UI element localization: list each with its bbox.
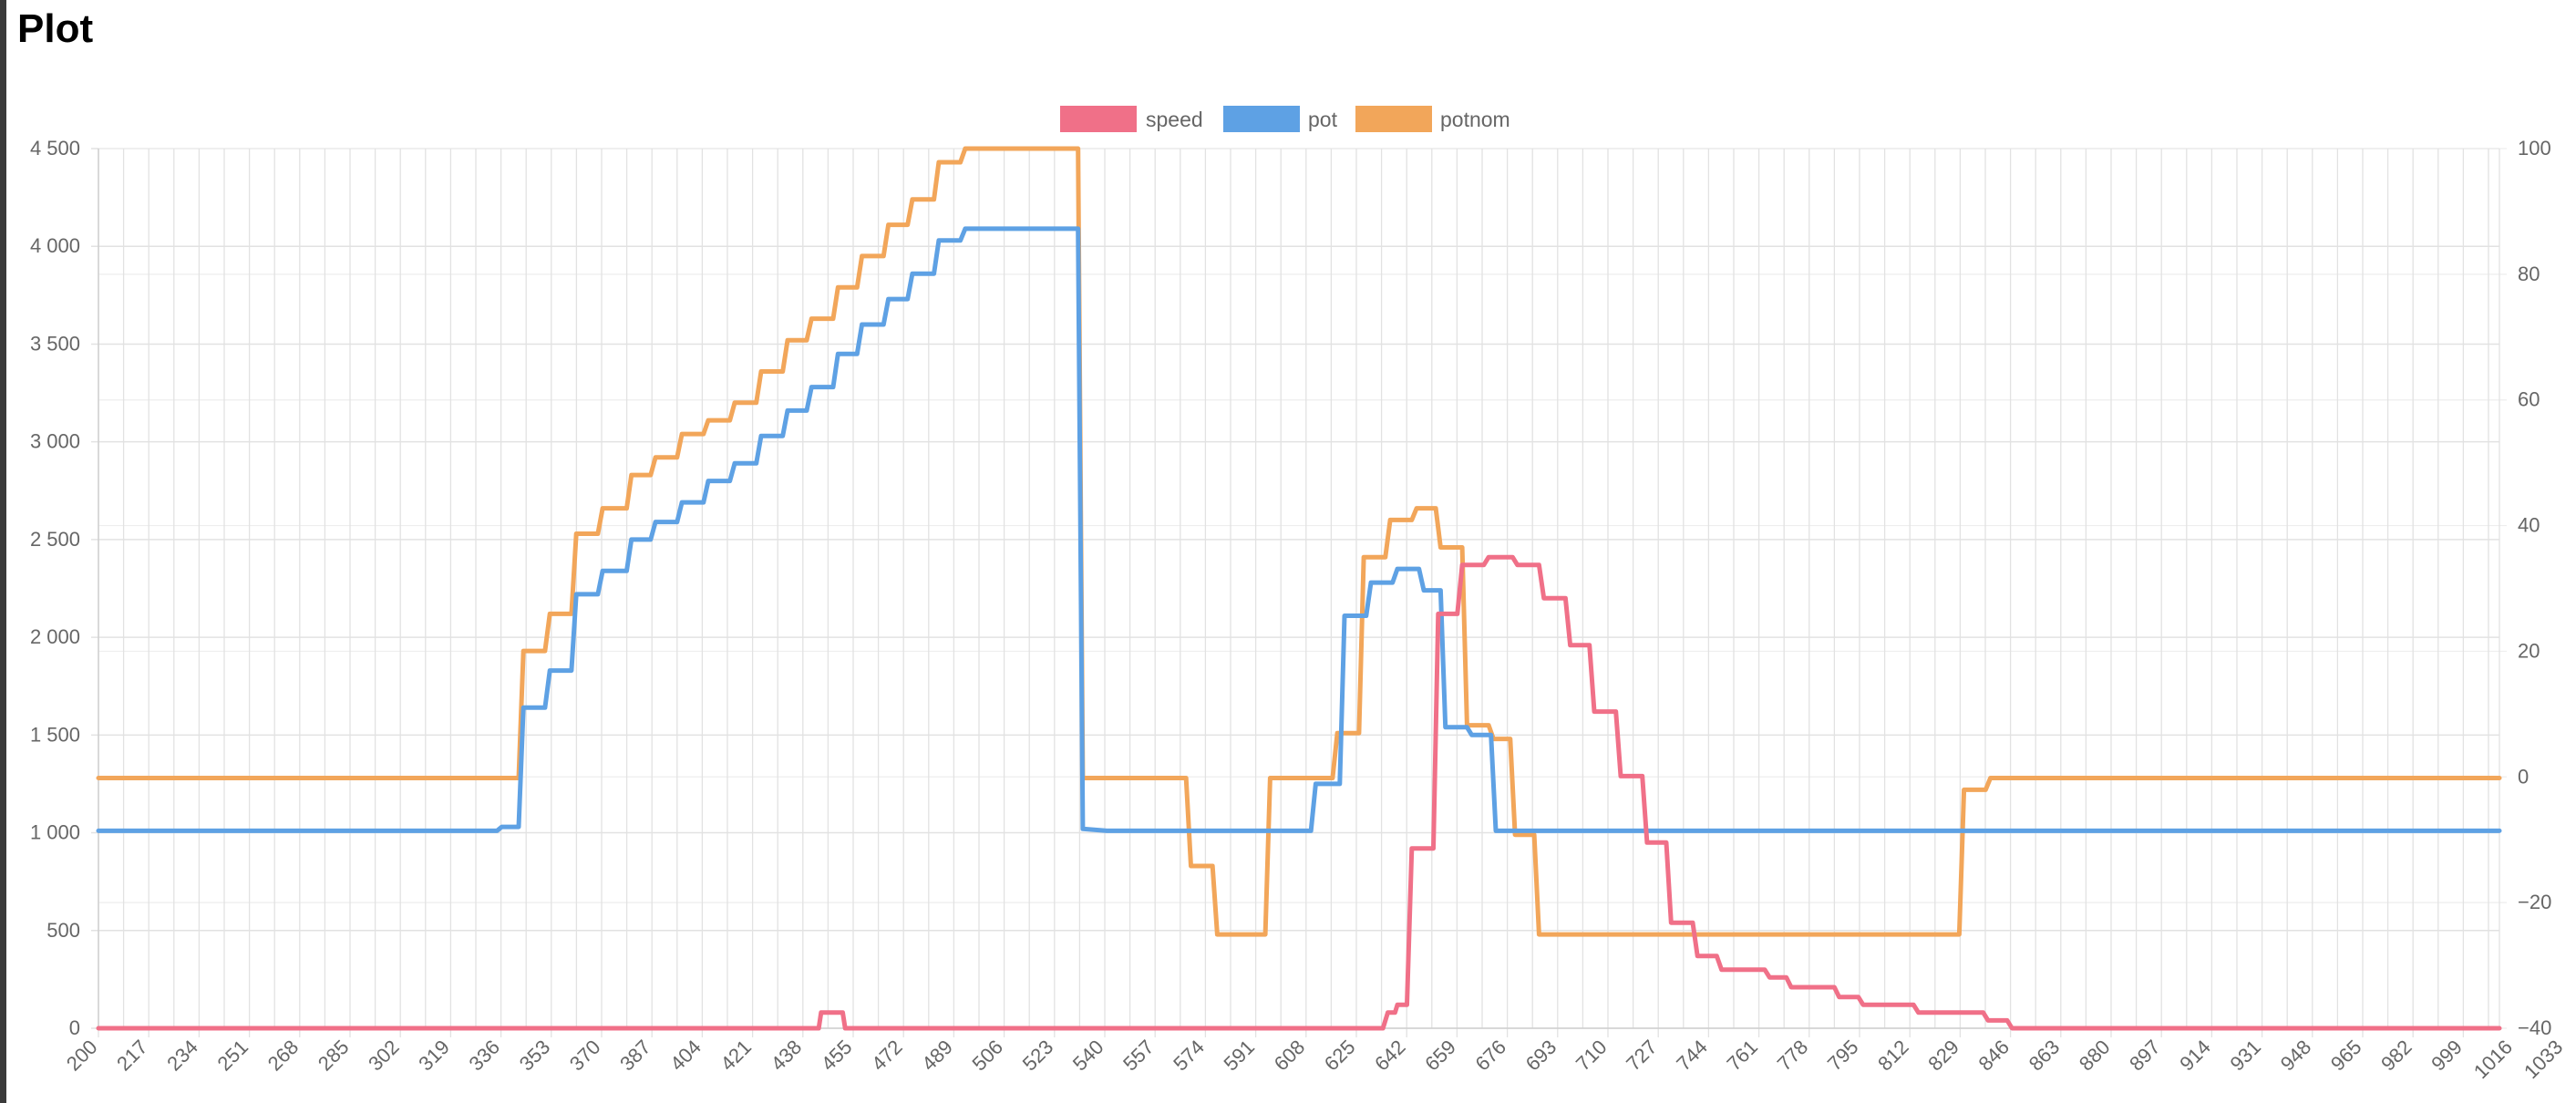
x-tick-label: 370 (565, 1036, 605, 1076)
series-line-speed (96, 554, 2502, 1031)
x-tick-label: 489 (917, 1036, 957, 1076)
chart-series (96, 146, 2502, 1031)
x-tick-label: 914 (2175, 1036, 2215, 1076)
x-tick-label: 676 (1470, 1036, 1510, 1076)
legend-label: potnom (1440, 108, 1510, 131)
x-tick-label: 319 (414, 1036, 454, 1076)
x-tick-label: 897 (2125, 1036, 2165, 1076)
x-tick-label: 353 (515, 1036, 555, 1076)
y-right-tick-label: 60 (2518, 388, 2540, 411)
y-right-tick-label: 100 (2518, 137, 2551, 160)
y-right-tick-label: 0 (2518, 765, 2529, 788)
x-tick-label: 1016 (2469, 1036, 2517, 1083)
x-tick-label: 234 (162, 1036, 202, 1076)
x-tick-label: 795 (1823, 1036, 1863, 1076)
series-line-pot (96, 226, 2502, 833)
x-tick-label: 540 (1068, 1036, 1108, 1076)
x-tick-label: 200 (62, 1036, 102, 1076)
x-tick-label: 251 (212, 1036, 252, 1076)
x-tick-label: 591 (1219, 1036, 1259, 1076)
x-tick-label: 846 (1973, 1036, 2014, 1076)
y-left-tick-label: 3 000 (30, 430, 80, 453)
legend-label: pot (1308, 108, 1338, 131)
x-tick-label: 506 (967, 1036, 1007, 1076)
x-tick-label: 659 (1420, 1036, 1460, 1076)
x-tick-label: 421 (716, 1036, 756, 1076)
series-line-potnom (96, 146, 2502, 937)
x-tick-label: 965 (2326, 1036, 2366, 1076)
legend-item-potnom[interactable]: potnom (1355, 106, 1510, 132)
y-left-tick-label: 4 500 (30, 137, 80, 160)
x-tick-label: 778 (1773, 1036, 1813, 1076)
y-left-tick-label: 500 (46, 919, 80, 942)
legend-label: speed (1146, 108, 1203, 131)
y-left-tick-label: 2 500 (30, 528, 80, 551)
x-tick-label: 948 (2276, 1036, 2316, 1076)
legend-swatch (1355, 106, 1432, 132)
y-left-tick-label: 0 (69, 1016, 80, 1039)
x-tick-label: 608 (1270, 1036, 1310, 1076)
x-tick-label: 693 (1521, 1036, 1561, 1076)
x-tick-label: 999 (2427, 1036, 2467, 1076)
left-window-edge (0, 0, 6, 1103)
x-tick-label: 812 (1873, 1036, 1913, 1076)
x-tick-label: 642 (1370, 1036, 1410, 1076)
x-tick-label: 761 (1722, 1036, 1762, 1076)
legend-swatch (1223, 106, 1300, 132)
y-right-tick-label: −20 (2518, 891, 2551, 913)
x-tick-label: 387 (615, 1036, 655, 1076)
x-tick-label: 472 (867, 1036, 907, 1076)
legend-swatch (1060, 106, 1137, 132)
chart-legend[interactable]: speed pot potnom (1060, 106, 1510, 132)
x-tick-label: 727 (1622, 1036, 1662, 1076)
y-left-tick-label: 3 500 (30, 332, 80, 355)
x-tick-label: 744 (1672, 1036, 1712, 1076)
x-tick-label: 1050 (2570, 1036, 2576, 1083)
x-tick-label: 455 (817, 1036, 857, 1076)
x-tick-label: 523 (1018, 1036, 1058, 1076)
chart-axes: 0 500 1 000 1 500 2 000 2 500 3 000 3 500 4 000 4… (30, 137, 2576, 1083)
x-tick-label: 285 (314, 1036, 354, 1076)
legend-item-pot[interactable]: pot (1223, 106, 1338, 132)
x-tick-label: 625 (1320, 1036, 1360, 1076)
x-tick-label: 336 (464, 1036, 504, 1076)
chart-grid (91, 148, 2507, 1037)
x-tick-label: 1033 (2519, 1036, 2567, 1083)
y-right-tick-label: 20 (2518, 639, 2540, 662)
x-tick-label: 302 (364, 1036, 404, 1076)
y-left-tick-label: 1 500 (30, 723, 80, 746)
y-right-tick-label: 80 (2518, 263, 2540, 285)
x-tick-label: 863 (2025, 1036, 2065, 1076)
y-left-tick-label: 1 000 (30, 821, 80, 844)
x-tick-label: 217 (112, 1036, 152, 1076)
x-tick-label: 557 (1118, 1036, 1159, 1076)
x-tick-label: 829 (1923, 1036, 1963, 1076)
x-tick-label: 268 (263, 1036, 304, 1076)
y-right-tick-label: 40 (2518, 514, 2540, 537)
y-left-tick-label: 2 000 (30, 625, 80, 648)
x-tick-label: 574 (1169, 1036, 1209, 1076)
x-tick-label: 931 (2225, 1036, 2265, 1076)
page-title: Plot (17, 6, 94, 51)
x-tick-label: 438 (767, 1036, 807, 1076)
y-left-tick-label: 4 000 (30, 234, 80, 257)
legend-item-speed[interactable]: speed (1060, 106, 1203, 132)
x-tick-label: 880 (2075, 1036, 2115, 1076)
y-right-tick-label: −40 (2518, 1016, 2551, 1039)
x-tick-label: 982 (2376, 1036, 2416, 1076)
x-tick-label: 404 (665, 1036, 706, 1076)
x-tick-label: 710 (1571, 1036, 1612, 1076)
